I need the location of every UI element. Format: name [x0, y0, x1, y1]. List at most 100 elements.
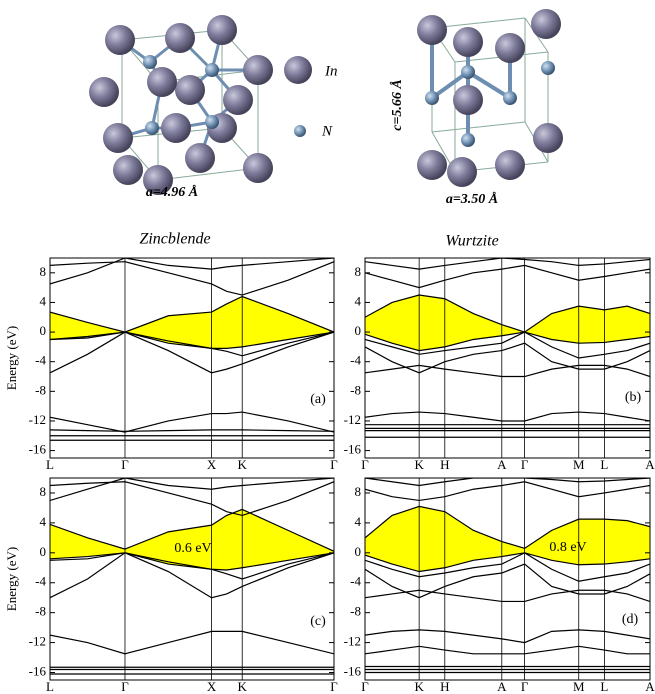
in-atom — [495, 33, 525, 63]
in-atom — [175, 75, 205, 105]
x-tick-label: M — [573, 457, 585, 472]
band-line — [365, 412, 650, 421]
legend-in: In — [324, 63, 338, 79]
y-tick-label: 8 — [40, 484, 47, 499]
y-tick-label: 8 — [355, 484, 362, 499]
x-tick-label: X — [207, 457, 217, 472]
plot-area — [50, 478, 334, 674]
in-atom — [243, 153, 273, 183]
panel-label: (c) — [310, 614, 326, 629]
n-atom — [461, 65, 475, 79]
band-line — [365, 564, 650, 598]
band-line — [365, 365, 650, 376]
y-tick-label: -16 — [29, 442, 47, 457]
y-tick-label: 0 — [40, 323, 47, 338]
in-atom — [447, 157, 477, 187]
wurtzite-lattice-a: a=3.50 Å — [446, 191, 498, 207]
n-atom — [294, 125, 306, 137]
crystal-structures — [89, 9, 563, 195]
n-atom — [503, 91, 517, 105]
panel-label: (a) — [310, 392, 326, 407]
band-line — [365, 482, 650, 501]
plot-frame — [50, 258, 334, 458]
band-line — [50, 258, 334, 284]
y-tick-label: -4 — [350, 353, 361, 368]
in-atom — [243, 55, 273, 85]
plot-frame — [50, 478, 334, 680]
n-atom — [143, 55, 157, 69]
x-tick-label: L — [600, 457, 608, 472]
x-tick-label: H — [440, 679, 449, 694]
in-atom — [105, 25, 135, 55]
gap-region — [50, 297, 334, 349]
y-tick-label: -12 — [344, 634, 361, 649]
x-tick-label: X — [207, 679, 217, 694]
band-line — [50, 631, 334, 653]
x-tick-label: L — [46, 679, 54, 694]
n-atom — [205, 115, 219, 129]
in-atom — [185, 143, 215, 173]
y-tick-label: -16 — [344, 664, 362, 679]
in-atom — [531, 9, 561, 39]
y-tick-label: -8 — [350, 604, 361, 619]
y-tick-label: -4 — [35, 574, 46, 589]
x-tick-label: A — [645, 457, 655, 472]
n-atom — [145, 121, 159, 135]
band-line — [365, 646, 650, 653]
plot-area — [365, 258, 650, 437]
band-line — [365, 590, 650, 601]
y-axis-label: Energy (eV) — [4, 547, 19, 611]
y-tick-label: 4 — [40, 514, 47, 529]
in-atom — [147, 67, 177, 97]
x-tick-label: Γ — [330, 457, 338, 472]
in-atom — [417, 150, 447, 180]
y-tick-label: -8 — [35, 604, 46, 619]
x-tick-label: K — [238, 679, 248, 694]
band-line — [50, 430, 334, 431]
x-tick-label: A — [645, 679, 655, 694]
band-line — [50, 412, 334, 432]
x-tick-label: L — [600, 679, 608, 694]
in-atom — [89, 77, 119, 107]
band-line — [365, 258, 650, 269]
band-line — [365, 630, 650, 643]
y-tick-label: -8 — [35, 382, 46, 397]
wurtzite-name: Wurtzite — [445, 233, 498, 250]
y-axis-label: Energy (eV) — [4, 326, 19, 390]
figure: In N a=4.96 Å Zincblende a=3.50 Å c=5.66… — [0, 0, 655, 694]
n-atom — [425, 91, 439, 105]
in-atom — [161, 113, 191, 143]
x-tick-label: Γ — [121, 457, 129, 472]
x-tick-label: H — [440, 457, 449, 472]
bond — [432, 122, 525, 132]
y-tick-label: 4 — [355, 514, 362, 529]
band-panel: LΓXKΓ840-4-8-12-16Energy (eV)(a) — [4, 258, 338, 472]
x-tick-label: Γ — [361, 679, 369, 694]
y-tick-label: -12 — [29, 634, 46, 649]
x-tick-label: Γ — [330, 679, 338, 694]
x-tick-label: Γ — [121, 679, 129, 694]
in-atom — [417, 15, 447, 45]
band-line — [50, 482, 334, 516]
x-tick-label: Γ — [361, 457, 369, 472]
in-atom — [284, 56, 312, 84]
in-atom — [113, 155, 143, 185]
band-line — [50, 262, 334, 295]
panel-label: (b) — [625, 390, 642, 405]
x-tick-label: A — [497, 457, 507, 472]
x-tick-label: L — [46, 457, 54, 472]
x-tick-label: A — [497, 679, 507, 694]
in-atom — [207, 15, 237, 45]
x-tick-label: K — [414, 457, 424, 472]
x-tick-label: K — [414, 679, 424, 694]
x-tick-label: K — [238, 457, 248, 472]
y-tick-label: 0 — [355, 544, 362, 559]
in-atom — [533, 123, 563, 153]
y-tick-label: -12 — [29, 412, 46, 427]
x-tick-label: M — [573, 679, 585, 694]
x-tick-label: Γ — [521, 679, 529, 694]
y-tick-label: 0 — [40, 544, 47, 559]
in-atom — [453, 27, 483, 57]
band-line — [365, 265, 650, 287]
